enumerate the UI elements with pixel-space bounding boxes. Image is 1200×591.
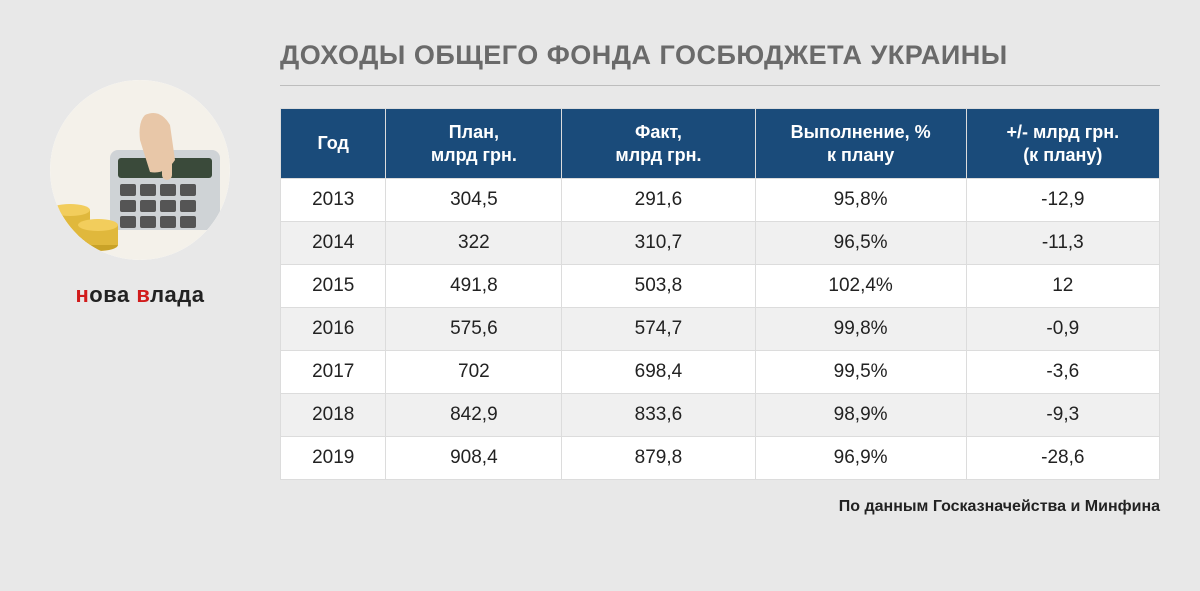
table-row: 2018842,9833,698,9%-9,3 [281, 394, 1160, 437]
page-title: ДОХОДЫ ОБЩЕГО ФОНДА ГОСБЮДЖЕТА УКРАИНЫ [280, 40, 1160, 86]
table-cell: 833,6 [562, 394, 755, 437]
table-row: 2015491,8503,8102,4%12 [281, 265, 1160, 308]
table-cell: 702 [386, 351, 562, 394]
table-cell: 491,8 [386, 265, 562, 308]
table-cell: 2016 [281, 308, 386, 351]
table-cell: 698,4 [562, 351, 755, 394]
table-column-header: План,млрд грн. [386, 109, 562, 179]
brand-part: в [136, 282, 150, 307]
table-row: 2017702698,499,5%-3,6 [281, 351, 1160, 394]
table-cell: 96,9% [755, 437, 966, 480]
table-cell: -11,3 [966, 222, 1159, 265]
table-cell: 2015 [281, 265, 386, 308]
table-cell: 575,6 [386, 308, 562, 351]
table-cell: 322 [386, 222, 562, 265]
budget-table: ГодПлан,млрд грн.Факт,млрд грн.Выполнени… [280, 108, 1160, 480]
table-row: 2013304,5291,695,8%-12,9 [281, 179, 1160, 222]
table-cell: 304,5 [386, 179, 562, 222]
table-cell: -3,6 [966, 351, 1159, 394]
table-cell: 879,8 [562, 437, 755, 480]
table-column-header: Год [281, 109, 386, 179]
table-cell: 2017 [281, 351, 386, 394]
brand-part: н [76, 282, 90, 307]
table-column-header: Выполнение, %к плану [755, 109, 966, 179]
table-cell: 2014 [281, 222, 386, 265]
brand-logo: нова влада [76, 282, 205, 308]
sidebar: нова влада [30, 40, 250, 308]
table-cell: 291,6 [562, 179, 755, 222]
table-body: 2013304,5291,695,8%-12,92014322310,796,5… [281, 179, 1160, 480]
table-header: ГодПлан,млрд грн.Факт,млрд грн.Выполнени… [281, 109, 1160, 179]
table-row: 2014322310,796,5%-11,3 [281, 222, 1160, 265]
table-row: 2019908,4879,896,9%-28,6 [281, 437, 1160, 480]
table-column-header: +/- млрд грн.(к плану) [966, 109, 1159, 179]
table-cell: 102,4% [755, 265, 966, 308]
table-cell: 95,8% [755, 179, 966, 222]
table-cell: 99,5% [755, 351, 966, 394]
table-cell: 574,7 [562, 308, 755, 351]
table-cell: -0,9 [966, 308, 1159, 351]
brand-part: ова [89, 282, 136, 307]
table-cell: 908,4 [386, 437, 562, 480]
calculator-coins-icon [50, 80, 230, 260]
table-cell: 2013 [281, 179, 386, 222]
main-content: ДОХОДЫ ОБЩЕГО ФОНДА ГОСБЮДЖЕТА УКРАИНЫ Г… [250, 40, 1160, 516]
table-row: 2016575,6574,799,8%-0,9 [281, 308, 1160, 351]
table-cell: 2018 [281, 394, 386, 437]
table-cell: 310,7 [562, 222, 755, 265]
table-cell: 2019 [281, 437, 386, 480]
table-column-header: Факт,млрд грн. [562, 109, 755, 179]
brand-part: лада [150, 282, 204, 307]
table-cell: 842,9 [386, 394, 562, 437]
table-cell: 98,9% [755, 394, 966, 437]
table-cell: -12,9 [966, 179, 1159, 222]
source-note: По данным Госказначейства и Минфина [280, 498, 1160, 516]
table-cell: 12 [966, 265, 1159, 308]
table-cell: -9,3 [966, 394, 1159, 437]
table-cell: 99,8% [755, 308, 966, 351]
table-cell: 503,8 [562, 265, 755, 308]
table-cell: -28,6 [966, 437, 1159, 480]
table-cell: 96,5% [755, 222, 966, 265]
hero-image [50, 80, 230, 260]
